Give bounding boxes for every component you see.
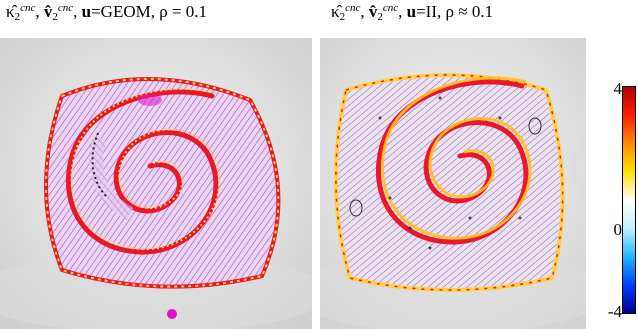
spiral-surface-render-right (320, 38, 586, 329)
colorbar-min-label: -4 (607, 302, 622, 321)
render-panel-left (0, 38, 312, 329)
caption-left: κ̂2cnc, v̂2cnc, u=GEOM, ρ = 0.1 (6, 2, 208, 23)
colorbar-max-label: 4 (613, 79, 623, 98)
colorbar-mid-label: 0 (613, 220, 623, 239)
spiral-surface-render-left (0, 38, 312, 329)
colorbar (622, 86, 636, 314)
render-panel-right (320, 38, 586, 329)
marker-dot (167, 309, 177, 319)
caption-right: κ̂2cnc, v̂2cnc, u=II, ρ ≈ 0.1 (331, 2, 494, 23)
